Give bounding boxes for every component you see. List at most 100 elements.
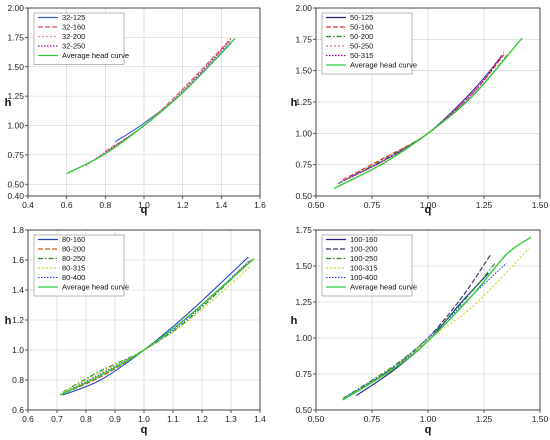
series-line-100-250	[342, 262, 496, 399]
y-tick-label: 0.8	[12, 375, 24, 385]
plot-frame	[27, 229, 261, 411]
series-group	[59, 256, 255, 396]
y-tick-label: 0.50	[295, 191, 312, 201]
y-tick-label: 2.00	[295, 3, 312, 13]
x-tick-label: 0.9	[109, 414, 121, 424]
chart-panel-3: 0.6 0.7 0.8 0.9 1.0 1.1 1.2 1.3 1.4 0.6 0.8 1.0 1.2 1…	[5, 225, 267, 436]
legend-label: 50-315	[350, 51, 373, 60]
x-tick-label: 0.8	[80, 414, 92, 424]
legend-label: Average head curve	[350, 283, 417, 292]
legend: 100-160100-200100-250100-315100-400Avera…	[321, 234, 417, 297]
plot-frame	[27, 7, 261, 197]
x-tick-label: 1.6	[254, 200, 266, 210]
legend-label: 100-315	[350, 264, 378, 273]
x-tick-label: 0.4	[22, 200, 34, 210]
legend-label: 100-160	[350, 235, 378, 244]
y-axis-title: h	[5, 315, 12, 327]
series-group	[333, 37, 523, 190]
x-axis-title: q	[141, 424, 148, 436]
legend-label: 100-400	[350, 273, 378, 282]
legend-label: 80-400	[62, 273, 85, 282]
series-line-50-160	[342, 54, 505, 181]
y-tick-label: 1.75	[7, 32, 24, 42]
x-tick-label: 1.00	[420, 200, 437, 210]
legend-box	[321, 234, 413, 297]
legend-label: 32-200	[62, 32, 85, 41]
x-tick-label: 0.75	[364, 414, 381, 424]
y-axis-title: h	[5, 97, 12, 109]
y-tick-label: 1.2	[12, 315, 24, 325]
legend-label: Average head curve	[62, 51, 129, 60]
plot-frame	[315, 229, 541, 411]
y-tick-label: 1.4	[12, 285, 24, 295]
legend-label: Average head curve	[350, 61, 417, 70]
y-tick-label: 1.0	[12, 345, 24, 355]
y-tick-label: 1.25	[295, 297, 312, 307]
x-tick-label: 1.0	[138, 200, 150, 210]
legend-label: 50-200	[350, 32, 373, 41]
series-line-average-head-curve	[342, 236, 532, 401]
x-tick-label: 1.50	[532, 414, 549, 424]
x-tick-label: 1.4	[215, 200, 227, 210]
legend-label: 100-200	[350, 245, 378, 254]
chart-panels: 0.4 0.6 0.8 1.0 1.2 1.4 1.6 0.40 0.50 0.75 1.00 1.2…	[5, 3, 549, 436]
x-tick-label: 0.50	[308, 200, 325, 210]
plot-frame	[315, 7, 541, 197]
y-tick-label: 1.25	[7, 91, 24, 101]
series-group	[342, 236, 532, 401]
x-tick-label: 0.7	[51, 414, 63, 424]
y-tick-label: 1.75	[295, 34, 312, 44]
y-tick-label: 1.00	[295, 128, 312, 138]
x-axis-title: q	[425, 204, 432, 216]
chart-panel-2: 0.50 0.75 1.00 1.25 1.50 0.50 0.75 1.00 1.25 1.50…	[291, 3, 549, 216]
y-axis-title: h	[291, 97, 298, 109]
legend-label: 32-160	[62, 23, 85, 32]
x-axis-title: q	[425, 424, 432, 436]
y-tick-label: 0.75	[295, 369, 312, 379]
y-tick-label: 0.75	[295, 160, 312, 170]
series-group	[66, 38, 236, 175]
y-tick-label: 0.50	[7, 179, 24, 189]
legend-label: 80-200	[62, 245, 85, 254]
x-tick-label: 1.3	[225, 414, 237, 424]
series-line-average-head-curve	[333, 37, 523, 190]
x-tick-label: 0.6	[22, 414, 34, 424]
y-tick-label: 2.00	[7, 3, 24, 13]
series-line-100-400	[344, 262, 507, 398]
y-tick-label: 1.50	[295, 261, 312, 271]
x-tick-label: 0.6	[61, 200, 73, 210]
legend-label: 80-315	[62, 264, 85, 273]
y-tick-label: 1.00	[295, 333, 312, 343]
y-tick-label: 0.6	[12, 405, 24, 415]
x-tick-label: 1.0	[138, 414, 150, 424]
y-tick-label: 0.40	[7, 191, 24, 201]
legend-box	[321, 12, 413, 75]
legend-label: 50-250	[350, 42, 373, 51]
y-tick-label: 1.50	[295, 66, 312, 76]
x-tick-label: 1.50	[532, 200, 549, 210]
legend-label: Average head curve	[62, 283, 129, 292]
x-tick-label: 1.2	[177, 200, 189, 210]
x-tick-label: 1.2	[196, 414, 208, 424]
legend-label: 100-250	[350, 254, 378, 263]
y-tick-label: 1.25	[295, 97, 312, 107]
y-tick-label: 1.75	[295, 225, 312, 235]
legend-label: 80-250	[62, 254, 85, 263]
y-axis-title: h	[291, 315, 298, 327]
y-tick-label: 1.8	[12, 225, 24, 235]
x-axis-title: q	[141, 204, 148, 216]
x-tick-label: 1.4	[254, 414, 266, 424]
x-tick-label: 1.00	[420, 414, 437, 424]
legend-label: 50-160	[350, 23, 373, 32]
y-tick-label: 0.75	[7, 150, 24, 160]
x-tick-label: 0.50	[308, 414, 325, 424]
x-tick-label: 1.25	[476, 414, 493, 424]
y-tick-label: 1.50	[7, 62, 24, 72]
series-line-average-head-curve	[59, 257, 255, 396]
y-tick-label: 1.00	[7, 121, 24, 131]
legend-label: 32-250	[62, 42, 85, 51]
